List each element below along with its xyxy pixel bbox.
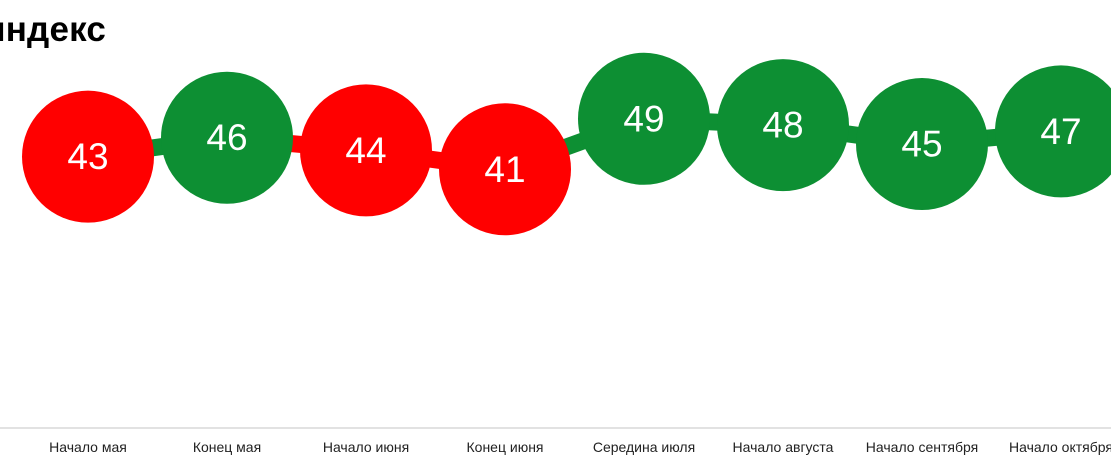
data-point — [300, 84, 432, 217]
data-label: 49 — [623, 98, 664, 139]
x-tick-label: Начало июня — [323, 439, 409, 455]
data-point — [161, 71, 293, 204]
data-label: 48 — [762, 105, 803, 146]
x-tick-label: Начало мая — [49, 439, 127, 455]
data-points — [22, 52, 1111, 236]
x-tick-label: Начало августа — [733, 439, 834, 455]
data-labels: 43 46 44 41 49 48 45 47 — [67, 98, 1081, 189]
data-label: 46 — [206, 117, 247, 158]
x-tick-label: Начало сентября — [866, 439, 978, 455]
x-axis-tick-labels: Начало мая Конец мая Начало июня Конец июня… — [49, 439, 1111, 455]
data-point — [439, 103, 571, 236]
data-point — [717, 59, 849, 192]
data-point — [578, 52, 710, 185]
x-tick-label: Начало октября — [1009, 439, 1111, 455]
x-tick-label: Конец июня — [467, 439, 544, 455]
data-label: 43 — [67, 136, 108, 177]
data-label: 47 — [1040, 111, 1081, 152]
data-point — [995, 65, 1111, 198]
chart-title: индекс — [0, 10, 107, 49]
data-label: 45 — [901, 124, 942, 165]
x-tick-label: Конец мая — [193, 439, 261, 455]
data-label: 41 — [484, 149, 525, 190]
x-tick-label: Середина июля — [593, 439, 695, 455]
data-point — [22, 90, 154, 223]
data-point — [856, 78, 988, 211]
data-label: 44 — [345, 130, 386, 171]
